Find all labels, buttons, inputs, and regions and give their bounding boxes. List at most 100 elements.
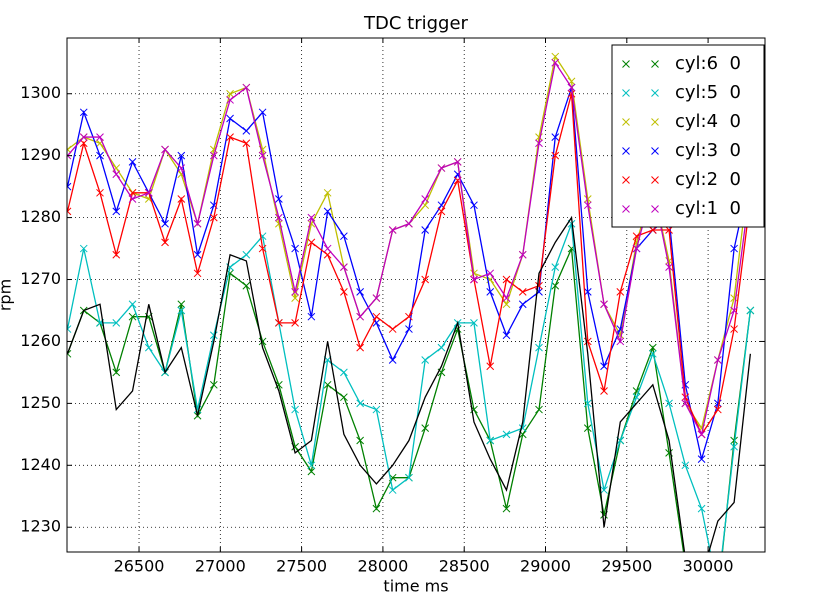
point-marker: [713, 405, 722, 414]
legend: cyl:6 0 cyl:5 0 cyl:4 0 cyl:3 0 cyl:2 0 cyl:1…: [611, 44, 765, 228]
point-marker: [421, 356, 430, 364]
point-marker: [323, 207, 332, 216]
point-marker: [177, 306, 186, 315]
point-marker: [388, 356, 397, 364]
y-tick-label: 1270: [20, 269, 61, 288]
point-marker: [112, 207, 121, 216]
point-marker: [226, 133, 234, 141]
point-marker: [486, 269, 495, 278]
point-marker: [79, 108, 88, 117]
point-marker: [307, 467, 316, 476]
plot-frame: [66, 37, 766, 553]
point-marker: [209, 151, 218, 160]
x-tick-label: 27000: [195, 557, 246, 576]
point-marker: [372, 504, 381, 513]
point-marker: [616, 337, 625, 346]
legend-marker: [622, 60, 659, 68]
point-marker: [730, 244, 738, 253]
point-marker: [551, 281, 560, 290]
y-tick-label: 1250: [20, 393, 61, 412]
point-marker: [79, 244, 88, 253]
point-marker: [275, 380, 283, 389]
point-marker: [502, 331, 511, 340]
point-marker: [567, 83, 576, 92]
point-marker: [551, 133, 560, 141]
point-marker: [421, 226, 430, 234]
point-marker: [242, 250, 251, 259]
point-marker: [177, 300, 186, 309]
point-marker: [583, 288, 592, 296]
ticks: 26500 27000 27500 28000 28500 29000 29500 30000…: [20, 38, 765, 576]
point-marker: [502, 430, 511, 439]
point-marker: [356, 288, 365, 296]
point-marker: [291, 244, 299, 253]
x-tick-label: 29500: [601, 557, 652, 576]
legend-marker: [622, 89, 659, 97]
point-marker: [583, 201, 592, 210]
point-marker: [567, 89, 576, 98]
point-marker: [340, 232, 348, 241]
point-marker: [372, 294, 381, 302]
point-marker: [307, 312, 316, 321]
point-marker: [128, 312, 137, 321]
point-marker: [275, 195, 283, 203]
point-marker: [291, 288, 299, 296]
point-marker: [291, 319, 299, 327]
point-marker: [730, 436, 738, 445]
point-marker: [632, 387, 641, 395]
point-marker: [161, 145, 169, 154]
point-marker: [356, 343, 365, 352]
x-tick-label: 27500: [276, 557, 327, 576]
point-marker: [79, 133, 88, 141]
point-marker: [112, 319, 121, 327]
plot-area: [67, 52, 755, 552]
point-marker: [112, 368, 121, 377]
point-marker: [96, 188, 104, 197]
point-marker: [502, 504, 511, 513]
point-marker: [421, 275, 430, 284]
x-axis-label: time ms: [383, 577, 448, 596]
point-marker: [356, 312, 365, 321]
point-marker: [551, 52, 560, 61]
point-marker: [323, 250, 332, 259]
legend-marker: [622, 147, 659, 155]
point-marker: [648, 343, 657, 352]
chart-title: TDC trigger: [363, 13, 469, 34]
point-marker: [307, 238, 316, 247]
point-marker: [681, 393, 690, 402]
legend-label: cyl:5 0: [675, 82, 741, 103]
point-marker: [583, 424, 592, 432]
point-marker: [356, 436, 365, 445]
point-marker: [193, 250, 202, 259]
point-marker: [79, 139, 88, 148]
point-marker: [242, 127, 251, 135]
series-line: [67, 215, 752, 552]
point-marker: [405, 219, 413, 228]
point-marker: [388, 325, 397, 333]
point-marker: [616, 288, 625, 296]
point-marker: [372, 405, 381, 414]
point-marker: [600, 486, 608, 494]
point-marker: [713, 356, 722, 364]
legend-marker: [622, 176, 659, 184]
point-marker: [226, 114, 234, 123]
point-marker: [518, 250, 527, 259]
point-marker: [323, 244, 332, 253]
point-marker: [437, 164, 446, 172]
point-marker: [340, 288, 348, 296]
point-marker: [307, 213, 316, 222]
point-marker: [144, 343, 153, 352]
point-marker: [96, 133, 104, 141]
point-marker: [340, 368, 348, 377]
y-axis-label: rpm: [0, 279, 15, 311]
legend-box: [611, 44, 765, 228]
point-marker: [665, 226, 673, 234]
point-marker: [177, 195, 186, 203]
point-marker: [226, 89, 234, 98]
point-marker: [128, 195, 137, 203]
point-marker: [275, 319, 283, 327]
point-marker: [421, 424, 430, 432]
point-marker: [518, 288, 527, 296]
point-marker: [535, 343, 543, 352]
point-marker: [437, 207, 446, 216]
